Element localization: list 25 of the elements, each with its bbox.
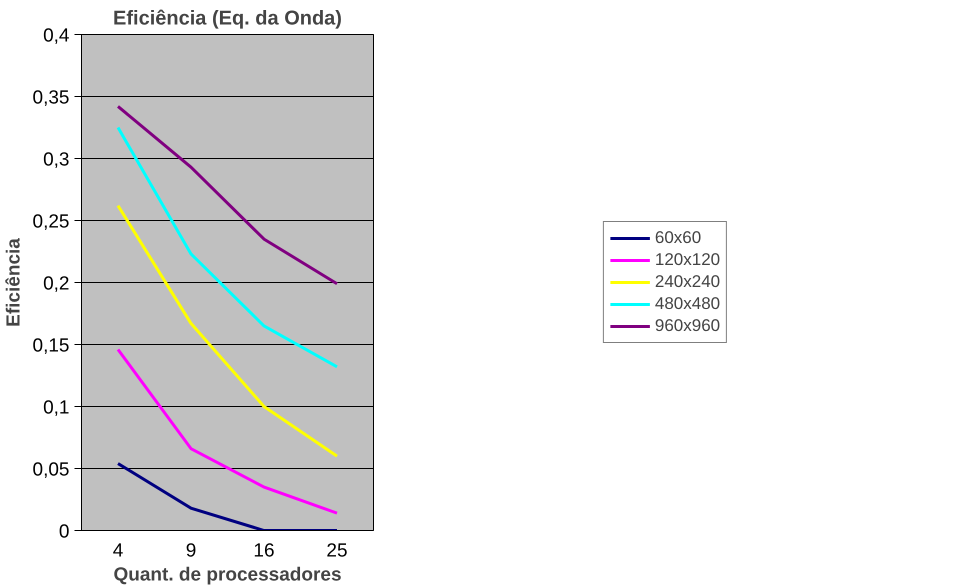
x-tick-label: 9	[186, 540, 196, 562]
y-tick-label: 0,35	[32, 88, 70, 108]
y-tick-label: 0,1	[43, 398, 70, 418]
y-tick-label: 0,05	[32, 460, 70, 480]
legend-label: 480x480	[654, 294, 720, 314]
legend-label: 240x240	[654, 272, 720, 292]
legend-label: 960x960	[654, 316, 720, 336]
x-tick-label: 4	[112, 540, 124, 562]
line-series	[116, 348, 338, 515]
chart-title: Eficiência (Eq. da Onda)	[113, 8, 342, 30]
y-tick-label: 0,3	[43, 150, 70, 170]
x-tick-label: 16	[253, 540, 275, 562]
x-axis-title: Quant. de processadores	[113, 564, 342, 586]
line-series	[116, 104, 338, 286]
line-series	[116, 204, 338, 458]
y-tick-label: 0,4	[43, 26, 70, 46]
legend-label: 120x120	[654, 250, 720, 270]
x-tick-label: 25	[326, 540, 348, 562]
y-tick-label: 0	[58, 522, 70, 542]
legend-label: 60x60	[654, 228, 702, 248]
y-axis-title: Eficiência	[4, 238, 25, 327]
line-series	[116, 126, 338, 368]
y-tick-label: 0,15	[32, 336, 70, 356]
y-tick-label: 0,2	[43, 274, 70, 294]
y-tick-label: 0,25	[32, 212, 70, 232]
